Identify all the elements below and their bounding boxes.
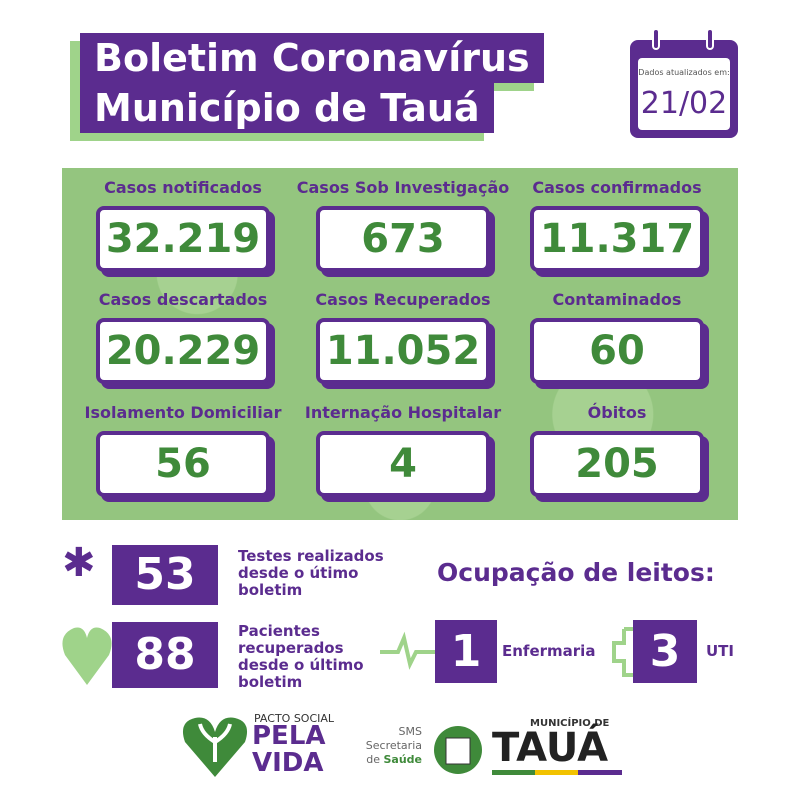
text-line: recuperados xyxy=(238,639,344,657)
text-line: desde o último xyxy=(238,656,364,674)
card-label: Casos Recuperados xyxy=(315,290,491,309)
card-value: 11.052 xyxy=(316,318,490,384)
card-value: 56 xyxy=(96,431,270,497)
flag-stripe xyxy=(492,770,622,775)
card-label: Internação Hospitalar xyxy=(304,403,502,422)
text-line: Testes realizados xyxy=(238,547,384,565)
text-line: desde o útimo xyxy=(238,564,359,582)
tests-text: Testes realizados desde o útimo boletim xyxy=(238,548,384,599)
secretaria: Secretaria xyxy=(365,739,422,752)
stats-panel: Casos notificados 32.219 Casos Sob Investi… xyxy=(62,168,738,520)
pulse-icon xyxy=(380,631,435,670)
text-line: Pacientes xyxy=(238,622,320,640)
ring xyxy=(652,28,660,50)
card-value: 32.219 xyxy=(96,206,270,272)
date-value: 21/02 xyxy=(640,86,728,121)
text-line: boletim xyxy=(238,581,303,599)
text-line: boletim xyxy=(238,673,303,691)
recovered-value: 88 xyxy=(112,622,218,688)
card-value: 11.317 xyxy=(530,206,704,272)
sms-text: SMS Secretaria de Saúde xyxy=(360,725,422,767)
card-value: 4 xyxy=(316,431,490,497)
card-label: Casos notificados xyxy=(104,178,262,197)
calendar-page xyxy=(638,58,730,130)
saude-line: de Saúde xyxy=(360,753,422,767)
de: de xyxy=(366,753,380,766)
icu-value: 3 xyxy=(633,620,697,683)
pela-text: PELA xyxy=(252,721,326,751)
occupancy-title: Ocupação de leitos: xyxy=(437,558,715,587)
ward-value: 1 xyxy=(435,620,497,683)
coat-of-arms xyxy=(434,726,482,774)
test-icon: ✱ xyxy=(62,540,96,586)
card-label: Casos Sob Investigação xyxy=(296,178,510,197)
sms: SMS xyxy=(398,725,422,738)
card-value: 60 xyxy=(530,318,704,384)
card-label: Contaminados xyxy=(552,290,682,309)
card-value: 673 xyxy=(316,206,490,272)
card-value: 205 xyxy=(530,431,704,497)
saude: Saúde xyxy=(383,753,422,766)
vida-text: VIDA xyxy=(252,748,324,778)
pacto-logo xyxy=(182,717,248,777)
title-line-2: Município de Tauá xyxy=(80,83,494,133)
recovered-text: Pacientes recuperados desde o último boleti… xyxy=(238,623,364,691)
calendar: Dados atualizados em: 21/02 xyxy=(630,28,738,138)
card-label: Casos confirmados xyxy=(532,178,702,197)
card-label: Casos descartados xyxy=(98,290,268,309)
ward-label: Enfermaria xyxy=(502,642,596,660)
title-line-1: Boletim Coronavírus xyxy=(80,33,544,83)
card-label: Isolamento Domiciliar xyxy=(84,403,282,422)
card-value: 20.229 xyxy=(96,318,270,384)
icu-label: UTI xyxy=(706,642,734,660)
card-label: Óbitos xyxy=(587,403,647,422)
heart-icon xyxy=(62,627,112,685)
tests-value: 53 xyxy=(112,545,218,605)
ring xyxy=(706,28,714,50)
municipio-text: MUNICÍPIO DE xyxy=(530,718,610,729)
pacto-text: PACTO SOCIAL xyxy=(254,712,335,725)
date-label: Dados atualizados em: xyxy=(638,68,730,77)
taua-text: TAUÁ xyxy=(492,725,609,771)
